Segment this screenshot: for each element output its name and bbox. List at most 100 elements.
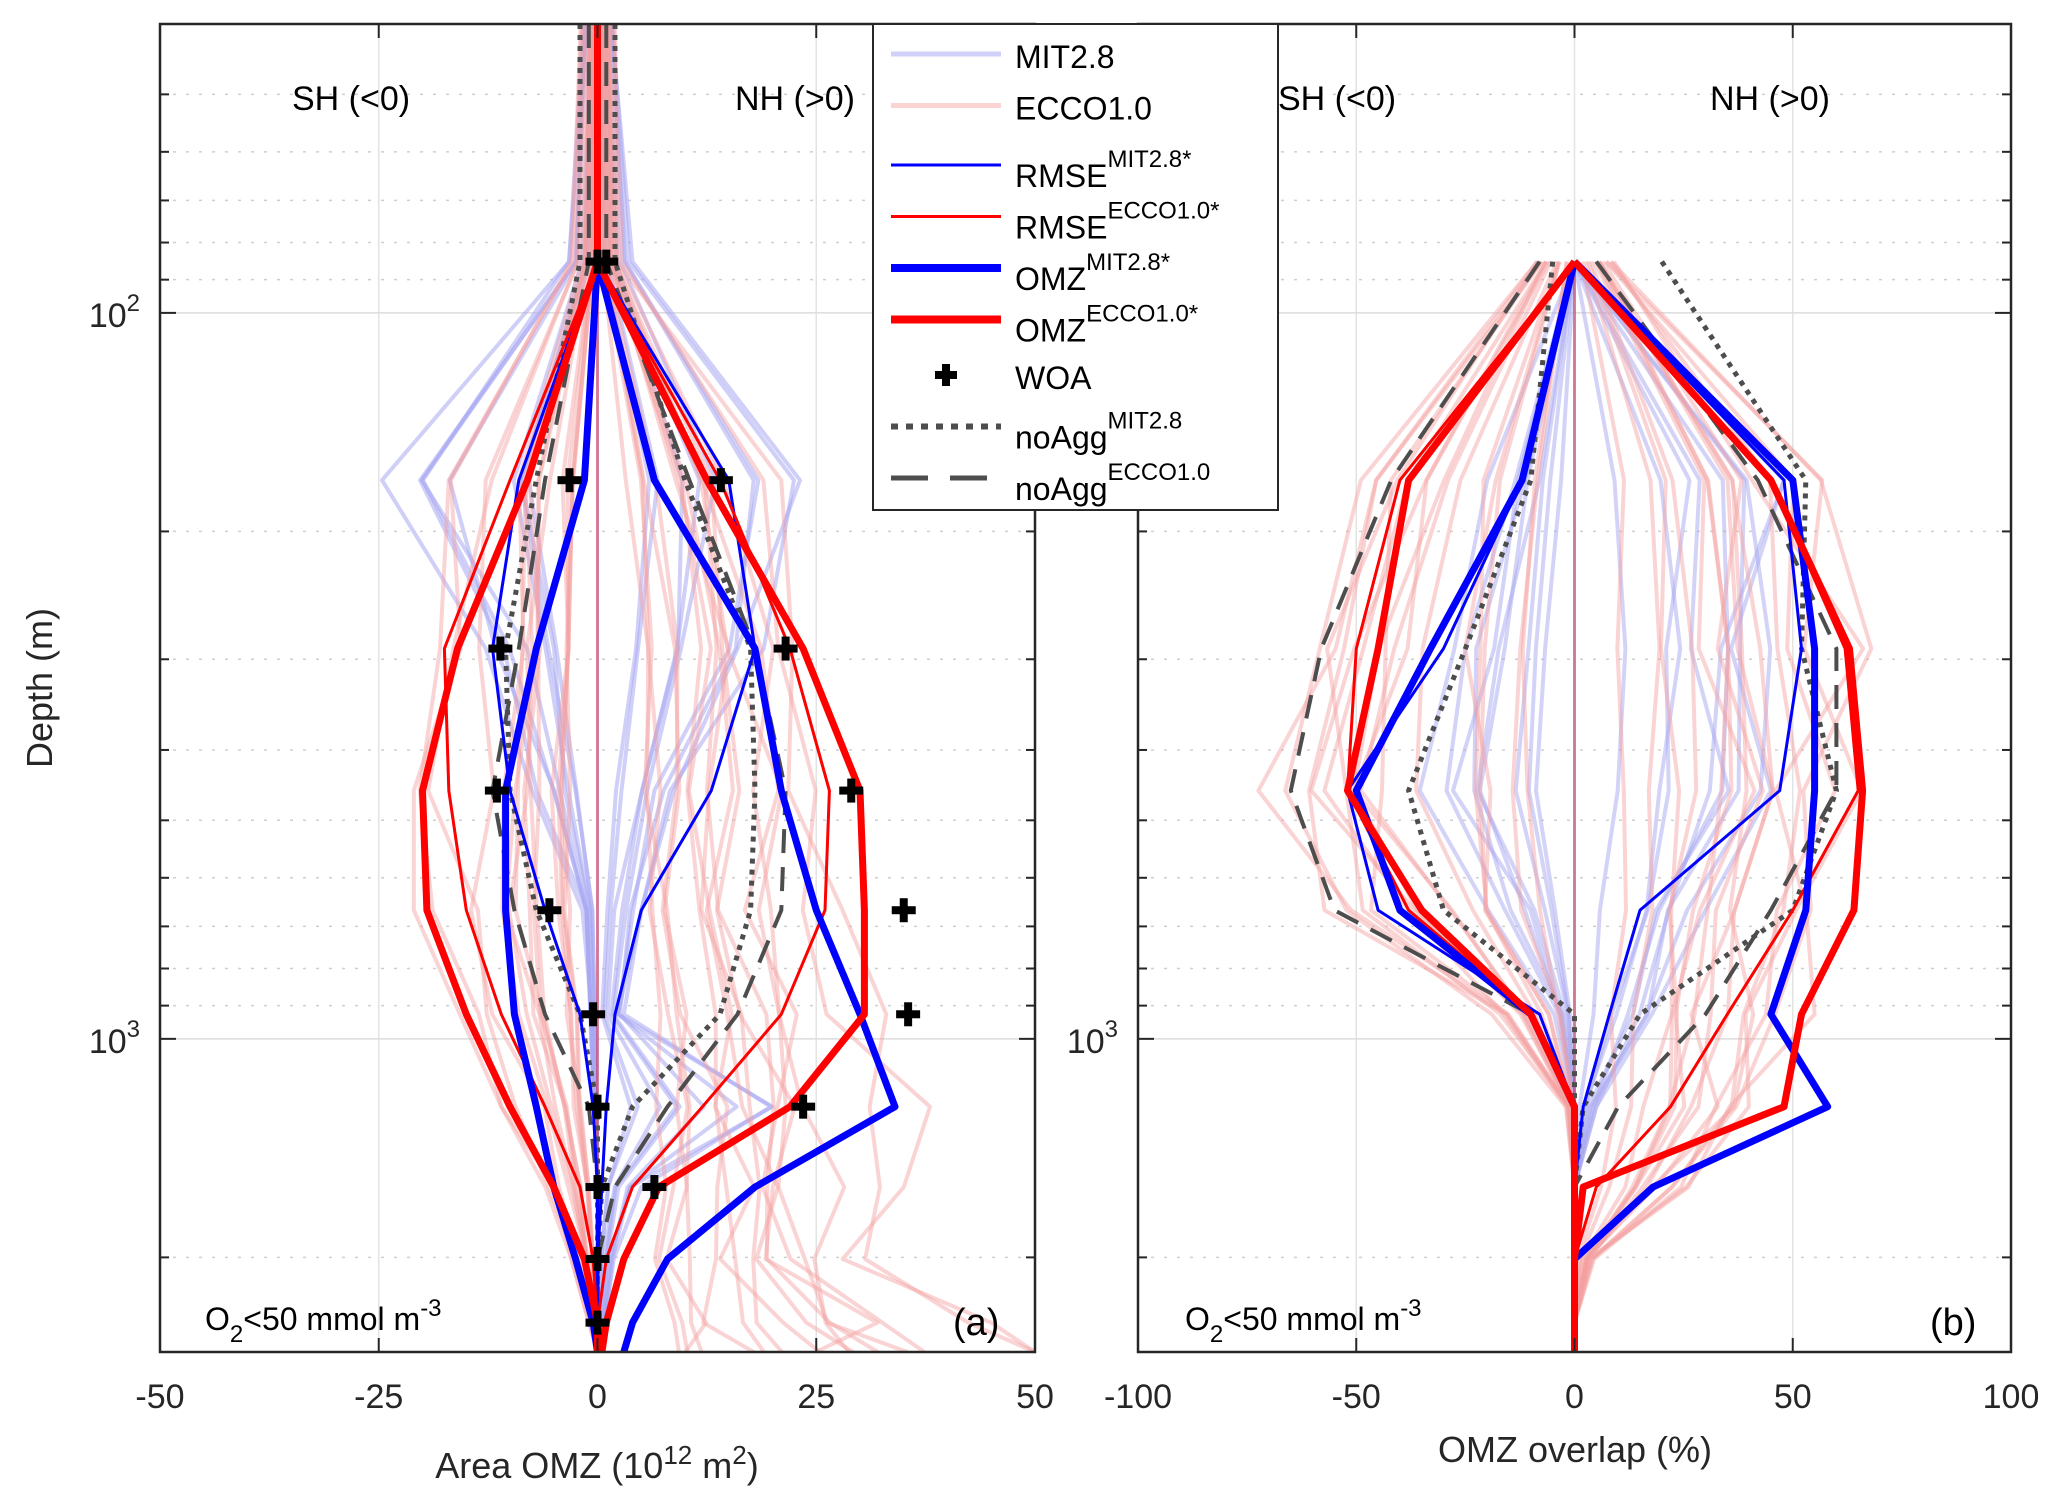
panel-label-b: (b) bbox=[1930, 1302, 1976, 1344]
woa-marker bbox=[537, 898, 562, 923]
ecco-member-nh bbox=[1572, 260, 1682, 1352]
legend-label-base: MIT2.8 bbox=[1015, 39, 1115, 75]
woa-marker-v bbox=[847, 778, 856, 803]
legend-label-sup: ECCO1.0* bbox=[1107, 198, 1219, 225]
legend-label-base: ECCO1.0 bbox=[1015, 91, 1152, 127]
woa-marker-v bbox=[602, 249, 611, 274]
ecco-member-nh bbox=[1572, 260, 1775, 1352]
hemisphere-label-north-a: NH (>0) bbox=[735, 80, 855, 118]
ecco-member-nh bbox=[605, 23, 784, 1354]
panel-b: -100 -50 0 50 100 103 SH (<0) NH (>0) (b) O2<… bbox=[1067, 22, 2040, 1470]
x-tick-label: -50 bbox=[135, 1378, 184, 1416]
legend-item-omz-mit: OMZMIT2.8* bbox=[891, 249, 1170, 297]
series-noagg-ecco bbox=[595, 24, 788, 1352]
ecco-member-nh bbox=[1572, 260, 1838, 1352]
series-noagg-mit bbox=[1572, 260, 1839, 1352]
ecco-member-nh bbox=[601, 23, 766, 1354]
ecco-member-nh bbox=[1572, 260, 1731, 1352]
ecco-member-nh bbox=[599, 23, 708, 1354]
series-omz-ecco bbox=[1571, 259, 1867, 1352]
x-tick-label: 0 bbox=[1565, 1378, 1584, 1416]
legend-label: WOA bbox=[1015, 360, 1092, 396]
legend-label-sup: ECCO1.0* bbox=[1086, 301, 1198, 328]
legend-label: OMZECCO1.0* bbox=[1015, 301, 1198, 349]
x-tick-label: -100 bbox=[1104, 1378, 1172, 1416]
woa-marker bbox=[791, 1094, 816, 1119]
woa-marker bbox=[488, 636, 513, 661]
ecco-member-nh bbox=[1572, 260, 1734, 1352]
legend-label: noAggECCO1.0 bbox=[1015, 459, 1210, 507]
woa-marker bbox=[581, 1002, 606, 1027]
mit-member-nh bbox=[595, 23, 756, 1353]
hemisphere-label-south-a: SH (<0) bbox=[292, 80, 410, 118]
legend-label: noAggMIT2.8 bbox=[1015, 408, 1182, 456]
legend-item-rmse-mit: RMSEMIT2.8* bbox=[891, 146, 1191, 194]
woa-marker bbox=[585, 1246, 610, 1271]
ecco-member-nh bbox=[1572, 261, 1662, 1352]
woa-marker-v bbox=[593, 1094, 602, 1119]
woa-marker bbox=[896, 1002, 921, 1027]
series-omz-mit bbox=[502, 24, 601, 1353]
series-omz-mit bbox=[594, 24, 899, 1353]
legend-item-rmse-ecco: RMSEECCO1.0* bbox=[891, 198, 1220, 246]
woa-marker bbox=[773, 636, 798, 661]
woa-marker-v bbox=[799, 1094, 808, 1119]
woa-marker bbox=[839, 778, 864, 803]
y-tick-label: 103 bbox=[1067, 1016, 1118, 1061]
ecco-member-nh bbox=[1572, 260, 1765, 1352]
legend-label-sup: MIT2.8* bbox=[1107, 146, 1191, 173]
woa-marker-v bbox=[589, 1002, 598, 1027]
x-axis-title-b: OMZ overlap (%) bbox=[1438, 1429, 1712, 1470]
legend-label: RMSEECCO1.0* bbox=[1015, 198, 1220, 246]
legend-label-base: OMZ bbox=[1015, 313, 1086, 349]
legend-label-base: RMSE bbox=[1015, 210, 1107, 246]
panel-label-a: (a) bbox=[953, 1302, 999, 1344]
legend: MIT2.8ECCO1.0RMSEMIT2.8*RMSEECCO1.0*OMZM… bbox=[872, 23, 1279, 511]
x-tick-label: -25 bbox=[354, 1378, 403, 1416]
ecco-member-sh bbox=[411, 23, 600, 1353]
ecco-member-nh bbox=[1572, 260, 1756, 1352]
y-tick-label-base: 10 bbox=[89, 297, 127, 335]
woa-marker-v bbox=[565, 468, 574, 493]
x-tick-label: 50 bbox=[1016, 1378, 1054, 1416]
woa-marker-v bbox=[496, 636, 505, 661]
x-tick-label: 0 bbox=[588, 1378, 607, 1416]
woa-markers-a bbox=[484, 249, 921, 1335]
legend-label-base: RMSE bbox=[1015, 158, 1107, 194]
woa-marker bbox=[642, 1175, 667, 1200]
series-lines-b bbox=[1288, 259, 1867, 1352]
legend-label-base: WOA bbox=[1015, 360, 1092, 396]
legend-swatch-plus-v bbox=[942, 364, 950, 386]
hemisphere-label-south-b: SH (<0) bbox=[1278, 80, 1396, 118]
legend-item-omz-ecco: OMZECCO1.0* bbox=[891, 301, 1198, 349]
ecco-member-nh bbox=[611, 23, 1037, 1354]
legend-item-woa: WOA bbox=[935, 360, 1092, 396]
legend-label-sup: MIT2.8* bbox=[1086, 249, 1170, 276]
y-tick-label: 102 bbox=[89, 290, 140, 335]
ecco-member-nh bbox=[1572, 260, 1757, 1352]
legend-item-ecco: ECCO1.0 bbox=[891, 91, 1152, 127]
woa-marker-v bbox=[593, 1175, 602, 1200]
woa-marker bbox=[585, 1175, 610, 1200]
series-omz-ecco bbox=[594, 24, 868, 1353]
legend-label-base: noAgg bbox=[1015, 420, 1108, 456]
legend-item-mit: MIT2.8 bbox=[891, 39, 1115, 75]
woa-marker-v bbox=[904, 1002, 913, 1027]
x-tick-label: 50 bbox=[1774, 1378, 1812, 1416]
legend-label: RMSEMIT2.8* bbox=[1015, 146, 1191, 194]
y-axis-title: Depth (m) bbox=[19, 608, 60, 768]
woa-marker-v bbox=[492, 778, 501, 803]
x-tick-label: 100 bbox=[1983, 1378, 2040, 1416]
annotation-o2-a: O2<50 mmol m-3 bbox=[205, 1295, 442, 1348]
woa-marker-v bbox=[716, 468, 725, 493]
legend-label: OMZMIT2.8* bbox=[1015, 249, 1170, 297]
woa-marker bbox=[557, 468, 582, 493]
series-omz-ecco bbox=[419, 24, 601, 1352]
y-tick-label-exp: 3 bbox=[127, 1016, 140, 1043]
y-tick-label-base: 10 bbox=[1067, 1023, 1105, 1061]
ecco-member-nh bbox=[1572, 260, 1699, 1352]
woa-marker-v bbox=[650, 1175, 659, 1200]
woa-marker-v bbox=[899, 898, 908, 923]
axes-b: -100 -50 0 50 100 103 bbox=[1067, 22, 2040, 1416]
